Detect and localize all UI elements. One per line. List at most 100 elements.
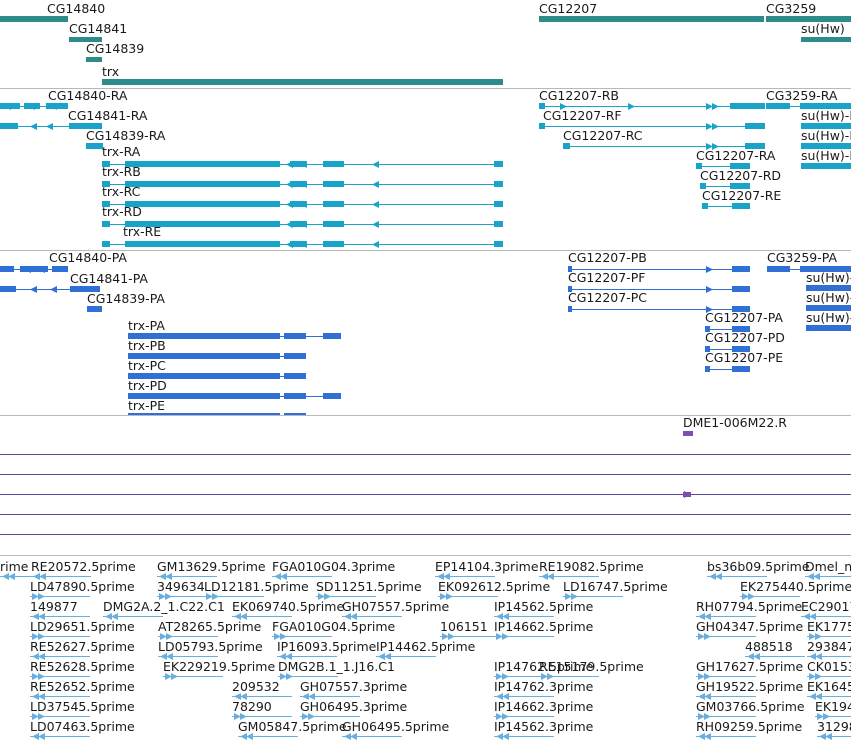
feature-label: IP14662.3prime <box>494 699 594 714</box>
exon-block[interactable] <box>125 241 280 247</box>
exon-block[interactable] <box>705 326 710 332</box>
track-divider <box>0 250 851 251</box>
exon-block[interactable] <box>290 241 306 247</box>
protein-track: CG14840-PA CG14841-PA CG14839-PA trx-PA trx-… <box>0 251 851 415</box>
exon-block[interactable] <box>494 161 503 167</box>
exon-block[interactable] <box>0 266 14 272</box>
exon-block[interactable] <box>0 286 16 292</box>
exon-block[interactable] <box>102 161 110 167</box>
exon-block[interactable] <box>568 306 572 312</box>
exon-block[interactable] <box>732 286 750 292</box>
exon-block[interactable] <box>323 161 344 167</box>
exon-block[interactable] <box>128 413 280 415</box>
exon-block[interactable] <box>696 163 702 169</box>
exon-block[interactable] <box>730 183 750 189</box>
exon-block[interactable] <box>323 201 344 207</box>
exon-block[interactable] <box>767 266 790 272</box>
exon-block[interactable] <box>46 103 68 109</box>
intron-line <box>157 596 217 597</box>
exon-block[interactable] <box>128 373 280 379</box>
exon-block[interactable] <box>102 241 110 247</box>
exon-block[interactable] <box>125 161 280 167</box>
exon-block[interactable] <box>102 201 110 207</box>
exon-block[interactable] <box>732 203 750 209</box>
exon-block[interactable] <box>290 201 306 207</box>
exon-block[interactable] <box>539 103 545 109</box>
exon-block[interactable] <box>801 163 851 169</box>
exon-block[interactable] <box>732 306 750 312</box>
exon-block[interactable] <box>69 123 102 129</box>
exon-block[interactable] <box>800 103 851 109</box>
exon-block[interactable] <box>128 393 280 399</box>
exon-block[interactable] <box>86 143 103 149</box>
exon-block[interactable] <box>102 221 110 227</box>
exon-block[interactable] <box>539 123 545 129</box>
exon-block[interactable] <box>284 353 306 359</box>
exon-block[interactable] <box>732 326 750 332</box>
exon-block[interactable] <box>323 221 344 227</box>
gene-bar[interactable] <box>539 16 764 22</box>
strand-arrow-left-icon <box>24 266 31 273</box>
exon-block[interactable] <box>87 306 102 312</box>
exon-block[interactable] <box>290 161 306 167</box>
exon-block[interactable] <box>568 266 572 272</box>
exon-block[interactable] <box>102 181 110 187</box>
feature-label: trx-RA <box>102 144 141 159</box>
exon-block[interactable] <box>20 266 48 272</box>
exon-block[interactable] <box>323 241 344 247</box>
exon-block[interactable] <box>128 333 280 339</box>
exon-block[interactable] <box>52 266 68 272</box>
gene-bar[interactable] <box>86 57 102 62</box>
exon-block[interactable] <box>284 413 306 415</box>
exon-block[interactable] <box>323 181 344 187</box>
exon-block[interactable] <box>730 103 765 109</box>
feature-label: CG12207-RF <box>543 108 622 123</box>
intron-line <box>435 576 495 577</box>
exon-block[interactable] <box>568 286 572 292</box>
clone-end[interactable] <box>683 431 693 436</box>
gene-bar[interactable] <box>102 79 503 85</box>
exon-block[interactable] <box>70 286 100 292</box>
exon-block[interactable] <box>128 353 280 359</box>
exon-block[interactable] <box>732 266 750 272</box>
exon-block[interactable] <box>494 221 503 227</box>
exon-block[interactable] <box>732 346 750 352</box>
exon-block[interactable] <box>745 143 765 149</box>
exon-block[interactable] <box>284 333 306 339</box>
gene-bar[interactable] <box>801 37 851 42</box>
exon-block[interactable] <box>800 266 851 272</box>
exon-block[interactable] <box>801 123 851 129</box>
exon-block[interactable] <box>125 181 280 187</box>
gene-bar[interactable] <box>766 16 851 22</box>
exon-block[interactable] <box>745 123 765 129</box>
intron-line <box>272 576 332 577</box>
exon-block[interactable] <box>563 143 570 149</box>
exon-block[interactable] <box>323 393 341 399</box>
exon-block[interactable] <box>705 346 710 352</box>
exon-block[interactable] <box>284 393 306 399</box>
exon-block[interactable] <box>323 333 341 339</box>
exon-block[interactable] <box>705 366 710 372</box>
exon-block[interactable] <box>801 143 851 149</box>
exon-block[interactable] <box>125 201 280 207</box>
exon-block[interactable] <box>494 241 503 247</box>
exon-block[interactable] <box>766 103 790 109</box>
exon-block[interactable] <box>0 123 18 129</box>
exon-block[interactable] <box>494 181 503 187</box>
exon-block[interactable] <box>806 285 851 291</box>
exon-block[interactable] <box>290 221 306 227</box>
clone-end[interactable] <box>683 492 691 497</box>
gene-bar[interactable] <box>0 16 68 22</box>
exon-block[interactable] <box>730 163 750 169</box>
intron-line <box>539 676 599 677</box>
exon-block[interactable] <box>494 201 503 207</box>
exon-block[interactable] <box>702 203 708 209</box>
exon-block[interactable] <box>806 305 851 311</box>
exon-block[interactable] <box>284 373 306 379</box>
exon-block[interactable] <box>700 183 706 189</box>
exon-block[interactable] <box>732 366 750 372</box>
gene-bar[interactable] <box>69 37 102 42</box>
exon-block[interactable] <box>806 325 851 331</box>
exon-block[interactable] <box>290 181 306 187</box>
exon-block[interactable] <box>125 221 280 227</box>
